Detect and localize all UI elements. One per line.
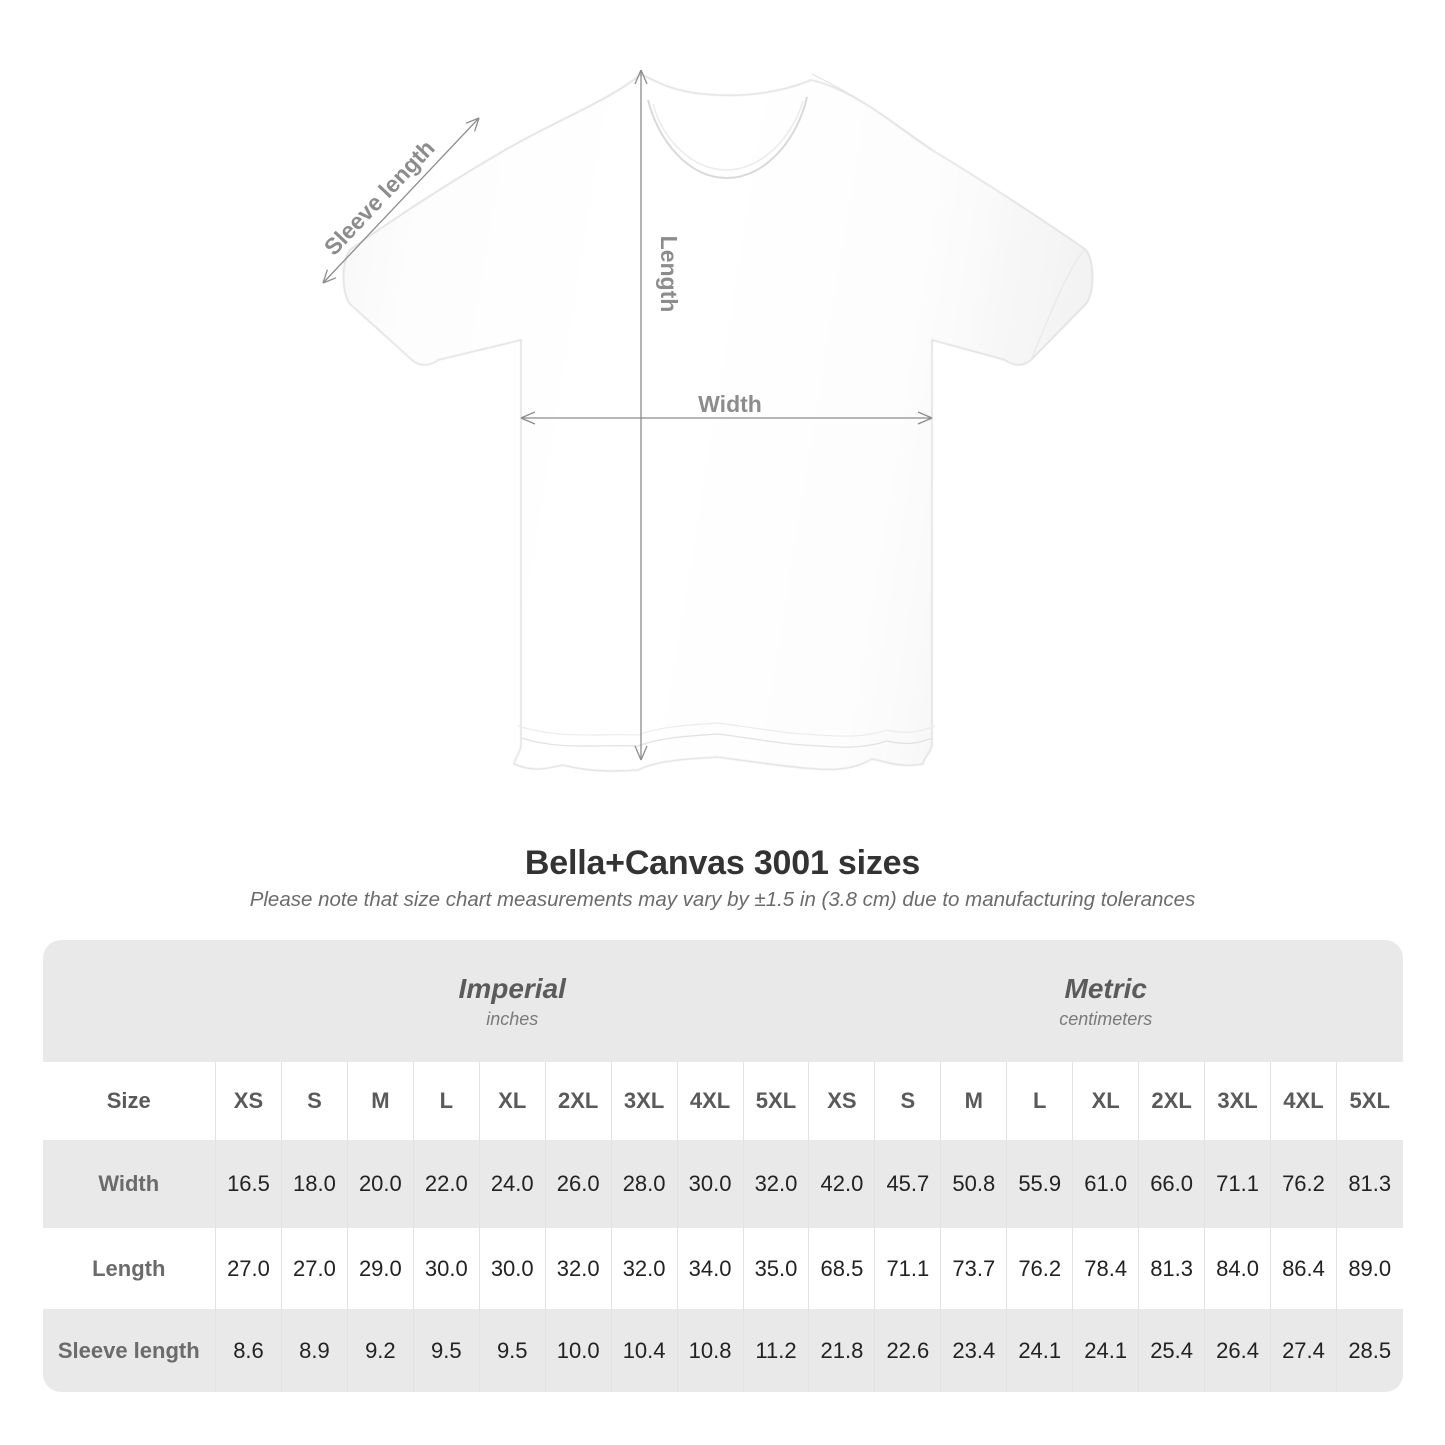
svg-text:Width: Width	[698, 391, 762, 417]
svg-text:Length: Length	[656, 236, 682, 313]
